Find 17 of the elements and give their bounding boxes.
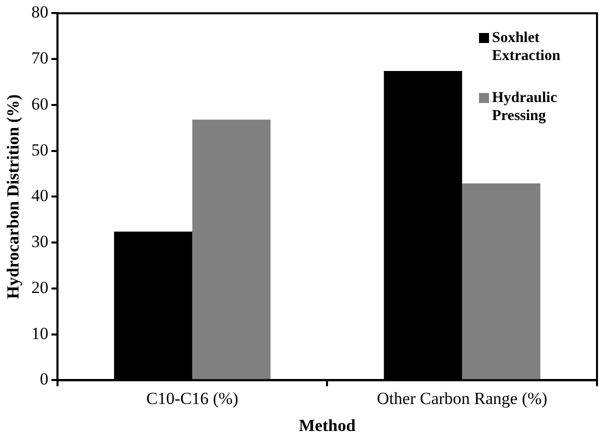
y-tick-label: 60 [31, 94, 48, 114]
y-axis-title: Hydrocarbon Distrition (%) [4, 94, 23, 300]
x-tick-label: Other Carbon Range (%) [376, 388, 548, 408]
y-tick-label: 50 [31, 140, 48, 160]
bar [462, 183, 540, 380]
legend-label: Soxhlet Extraction [492, 29, 562, 66]
y-tick-label: 40 [31, 186, 48, 206]
y-tick-label: 0 [40, 370, 48, 389]
y-tick-label: 80 [31, 2, 48, 22]
y-tick-label: 70 [31, 48, 48, 68]
bar [192, 120, 271, 380]
y-tick-label: 30 [31, 232, 48, 252]
y-tick-label: 20 [31, 278, 48, 297]
x-tick-label: C10-C16 (%) [146, 388, 238, 408]
y-tick-label: 10 [31, 324, 48, 343]
x-axis-title: Method [298, 416, 356, 436]
legend-label: Hydraulic Pressing [492, 89, 558, 126]
